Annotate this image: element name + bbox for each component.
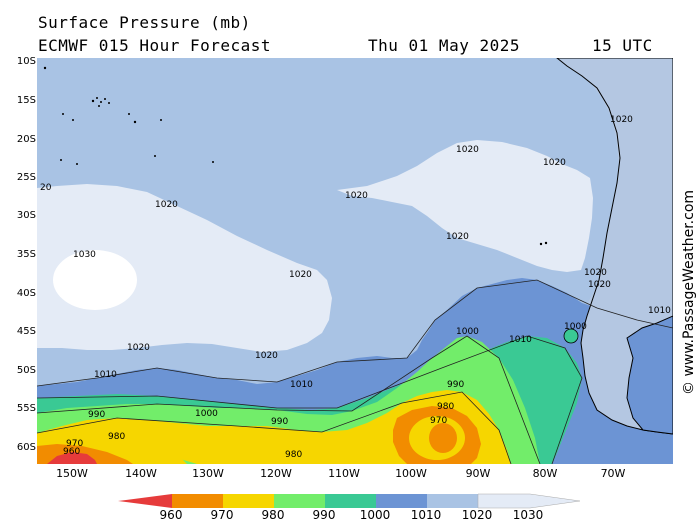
- low-960-sw: [47, 452, 97, 464]
- colorbar-swatch-1030: [477, 493, 581, 509]
- contour-label-1010: 1010: [648, 306, 671, 316]
- lat-label: 50S: [16, 365, 36, 376]
- contour-label-1030: 1030: [73, 250, 96, 260]
- contour-label-990: 990: [88, 410, 106, 420]
- contour-label-1020: 1020: [588, 280, 611, 290]
- contour-label-1020: 1020: [584, 268, 607, 278]
- lat-label: 55S: [16, 403, 36, 414]
- contour-label-980: 980: [285, 450, 303, 460]
- colorbar-swatch-960: [118, 494, 172, 508]
- contour-label-1020: 1020: [456, 145, 479, 155]
- contour-label-1000: 1000: [564, 322, 587, 332]
- band-gt-1030-west: [37, 184, 332, 352]
- contour-label-1020: 1020: [345, 191, 368, 201]
- lon-label: 120W: [260, 467, 292, 480]
- colorbar-label: 990: [312, 508, 336, 522]
- contour-label-1000: 1000: [456, 327, 479, 337]
- colorbar: [118, 493, 581, 509]
- forecast-date: Thu 01 May 2025: [368, 36, 520, 55]
- contour-label-970: 970: [66, 439, 84, 449]
- credit-text: © www.PassageWeather.com: [681, 190, 697, 395]
- model-label: ECMWF 015 Hour Forecast: [38, 36, 272, 55]
- contour-label-990: 990: [447, 380, 465, 390]
- colorbar-label: 1010: [410, 508, 442, 522]
- colorbar-swatch-1000: [325, 494, 376, 508]
- lat-label: 30S: [16, 210, 36, 221]
- lat-label: 40S: [16, 288, 36, 299]
- contour-label-1020: 1020: [289, 270, 312, 280]
- contour-label-1010: 1010: [290, 380, 313, 390]
- lon-label: 130W: [192, 467, 224, 480]
- colorbar-swatch-1010: [376, 494, 427, 508]
- lon-label: 70W: [600, 467, 626, 480]
- contour-label-990: 990: [271, 417, 289, 427]
- lon-label: 80W: [532, 467, 558, 480]
- lat-label: 45S: [16, 326, 36, 337]
- lat-label: 20S: [16, 134, 36, 145]
- lon-label: 110W: [328, 467, 360, 480]
- lat-label: 35S: [16, 249, 36, 260]
- contour-label-1020: 1020: [543, 158, 566, 168]
- colorbar-swatch-990: [274, 494, 325, 508]
- colorbar-label: 1000: [359, 508, 391, 522]
- isobars: [37, 279, 673, 464]
- contour-label-980: 980: [437, 402, 455, 412]
- lat-label: 10S: [16, 56, 36, 67]
- colorbar-swatch-980: [223, 494, 274, 508]
- contour-label-960: 960: [63, 447, 81, 457]
- contour-label-1010: 1010: [94, 370, 117, 380]
- contour-label-1020: 1020: [255, 351, 278, 361]
- colorbar-label: 1020: [461, 508, 493, 522]
- colorbar-label: 970: [210, 508, 234, 522]
- lon-label: 90W: [465, 467, 491, 480]
- colorbar-label: 980: [261, 508, 285, 522]
- low-1000-chile: [563, 328, 579, 344]
- pacific-islands: [43, 66, 548, 246]
- contour-label-1010: 1010: [509, 335, 532, 345]
- contour-label-1000: 1000: [195, 409, 218, 419]
- chart-title: Surface Pressure (mb): [38, 13, 251, 32]
- contour-label-1020: 1020: [446, 232, 469, 242]
- forecast-time: 15 UTC: [592, 36, 653, 55]
- high-1030-center: [53, 250, 137, 310]
- credit-watermark: © www.PassageWeather.com: [681, 190, 697, 395]
- colorbar-swatch-970: [172, 494, 223, 508]
- colorbar-swatch-1020: [427, 494, 478, 508]
- contour-label-1020: 20: [40, 183, 52, 193]
- colorbar-label: 960: [159, 508, 183, 522]
- contour-label-980: 980: [108, 432, 126, 442]
- lon-label: 140W: [125, 467, 157, 480]
- contour-label-970: 970: [430, 416, 448, 426]
- lat-label: 15S: [16, 95, 36, 106]
- lon-label: 150W: [56, 467, 88, 480]
- colorbar-label: 1030: [512, 508, 544, 522]
- contour-label-1020: 1020: [610, 115, 633, 125]
- low-970-core: [429, 423, 457, 453]
- contour-label-1020: 1020: [127, 343, 150, 353]
- lat-label: 60S: [16, 442, 36, 453]
- argentina-region: [626, 315, 673, 435]
- lon-label: 100W: [395, 467, 427, 480]
- band-gt-1030-central: [337, 140, 593, 272]
- lat-label: 25S: [16, 172, 36, 183]
- contour-label-1020: 1020: [155, 200, 178, 210]
- pressure-map: [37, 58, 673, 464]
